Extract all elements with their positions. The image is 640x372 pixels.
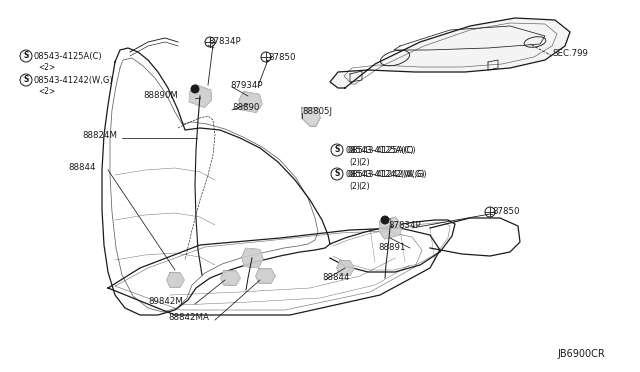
Circle shape: [191, 85, 199, 93]
Polygon shape: [337, 261, 354, 275]
Text: (2): (2): [349, 182, 360, 190]
Text: <2>: <2>: [38, 64, 55, 73]
Text: 88890M: 88890M: [143, 92, 178, 100]
Text: 08543-41242(W,G): 08543-41242(W,G): [34, 76, 114, 84]
Text: 87934P: 87934P: [230, 80, 262, 90]
Text: SEC.799: SEC.799: [552, 49, 588, 58]
Text: (2): (2): [358, 182, 370, 190]
Text: 08543-4125A(C): 08543-4125A(C): [34, 51, 102, 61]
Polygon shape: [221, 271, 240, 285]
Text: 88805J: 88805J: [302, 108, 332, 116]
Polygon shape: [242, 248, 263, 267]
Polygon shape: [256, 269, 275, 283]
Text: S: S: [23, 51, 29, 61]
Text: S: S: [334, 145, 340, 154]
Text: 87850: 87850: [268, 54, 296, 62]
Text: 08543-41242(W,G): 08543-41242(W,G): [345, 170, 424, 179]
Text: 88844: 88844: [322, 273, 349, 282]
Text: 08543-4125A(C): 08543-4125A(C): [348, 145, 417, 154]
Text: 88824M: 88824M: [82, 131, 117, 141]
Circle shape: [381, 216, 389, 224]
Polygon shape: [330, 18, 570, 88]
Polygon shape: [380, 217, 401, 239]
Text: 88842MA: 88842MA: [168, 314, 209, 323]
Text: 88891: 88891: [378, 244, 405, 253]
Text: <2>: <2>: [38, 87, 55, 96]
Text: 08543-4125A(C): 08543-4125A(C): [345, 145, 413, 154]
Text: (2): (2): [358, 157, 370, 167]
Text: 08543-41242(W,G): 08543-41242(W,G): [348, 170, 428, 179]
Text: 88844: 88844: [68, 164, 95, 173]
Text: 89842M: 89842M: [148, 298, 183, 307]
Polygon shape: [302, 108, 320, 126]
Text: 87850: 87850: [492, 208, 520, 217]
Text: S: S: [23, 76, 29, 84]
Polygon shape: [239, 92, 262, 112]
Polygon shape: [189, 85, 211, 107]
Text: (2): (2): [349, 157, 360, 167]
Polygon shape: [167, 273, 184, 287]
Text: 88890: 88890: [232, 103, 259, 112]
Text: 87834P: 87834P: [208, 38, 241, 46]
Text: JB6900CR: JB6900CR: [557, 349, 605, 359]
Text: S: S: [334, 170, 340, 179]
Text: 87834P: 87834P: [388, 221, 420, 230]
